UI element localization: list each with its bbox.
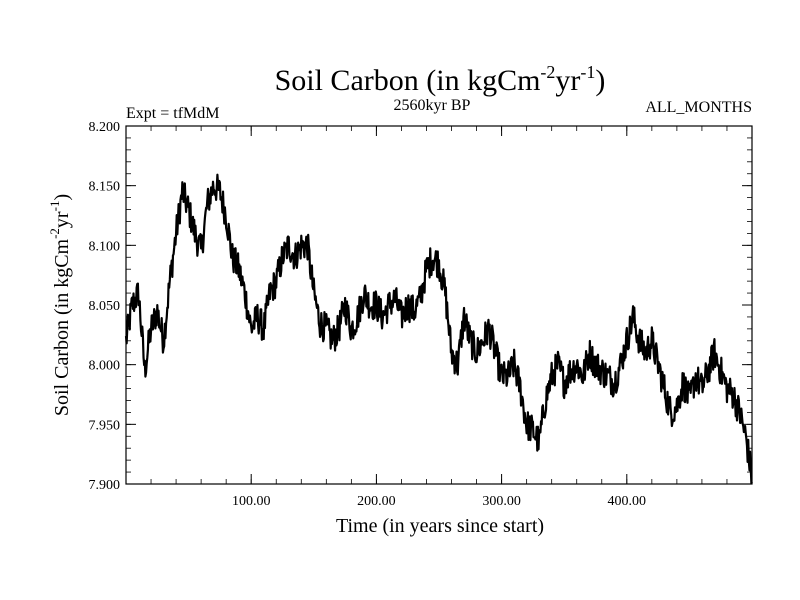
y-axis-label-sup2: -1 [47,201,62,212]
period-label: 2560kyr BP [394,97,471,114]
plot-frame [125,125,753,485]
y-tick-label: 8.000 [89,359,121,374]
y-axis-label-end: ) [51,194,73,201]
y-tick-label: 7.950 [89,418,121,433]
y-axis-label-main: Soil Carbon (in kgCm [51,238,73,416]
y-tick-label: 8.150 [89,180,121,195]
chart-title-end: ) [595,64,605,97]
y-tick-label: 7.900 [89,478,121,493]
y-tick-label: 8.200 [89,120,121,135]
months-label: ALL_MONTHS [645,99,752,116]
x-tick-label: 300.00 [482,494,521,509]
y-tick-label: 8.050 [89,299,121,314]
chart-title-sup2: -1 [580,62,595,82]
x-axis-ticks: 100.00 200.00 300.00 400.00 [150,126,728,509]
chart-title: Soil Carbon (in kgCm-2yr-1) [275,62,606,97]
y-tick-label: 8.100 [89,239,121,254]
y-axis-label: Soil Carbon (in kgCm-2yr-1) [47,194,73,416]
y-axis-label-sup1: -2 [47,228,62,239]
chart-title-main: Soil Carbon (in kgCm [275,64,541,97]
chart-title-sup1: -2 [540,62,555,82]
x-tick-label: 100.00 [232,494,271,509]
y-axis-label-mid: yr [51,211,73,228]
chart-title-mid: yr [555,64,580,97]
x-axis-label: Time (in years since start) [336,515,544,537]
x-tick-label: 200.00 [357,494,396,509]
x-tick-label: 400.00 [608,494,647,509]
y-axis-ticks: 7.900 7.950 8.000 8.050 8.100 8.150 8.200 [89,120,752,493]
experiment-label: Expt = tfMdM [126,105,219,122]
series-line-soil-carbon [124,173,753,485]
